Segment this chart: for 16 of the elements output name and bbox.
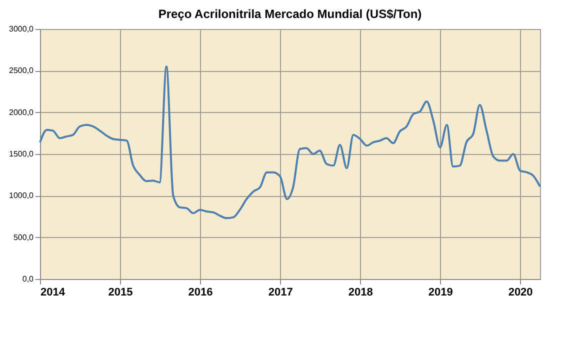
- x-tick-label: 2016: [188, 286, 213, 298]
- y-tick-label: 500,0: [13, 232, 34, 242]
- x-tick-label: 2015: [108, 286, 133, 298]
- y-tick-label: 2000,0: [9, 108, 34, 117]
- y-tick-label: 2500,0: [9, 66, 34, 76]
- y-tick-label: 1500,0: [9, 150, 34, 158]
- x-tick-label: 2019: [428, 286, 453, 298]
- x-tick-label: 2017: [268, 286, 293, 298]
- x-tick-label: 2018: [348, 286, 373, 298]
- y-tick-label: 3000,0: [9, 24, 34, 34]
- x-tick-label: 2020: [508, 286, 533, 298]
- chart-title: Preço Acrilonitrila Mercado Mundial (US$/Ton): [158, 7, 422, 21]
- y-tick-label: 1000,0: [9, 191, 34, 200]
- line-series: [39, 66, 541, 220]
- x-tick-label: 2014: [40, 286, 66, 298]
- y-tick-label: 0,0: [22, 274, 34, 284]
